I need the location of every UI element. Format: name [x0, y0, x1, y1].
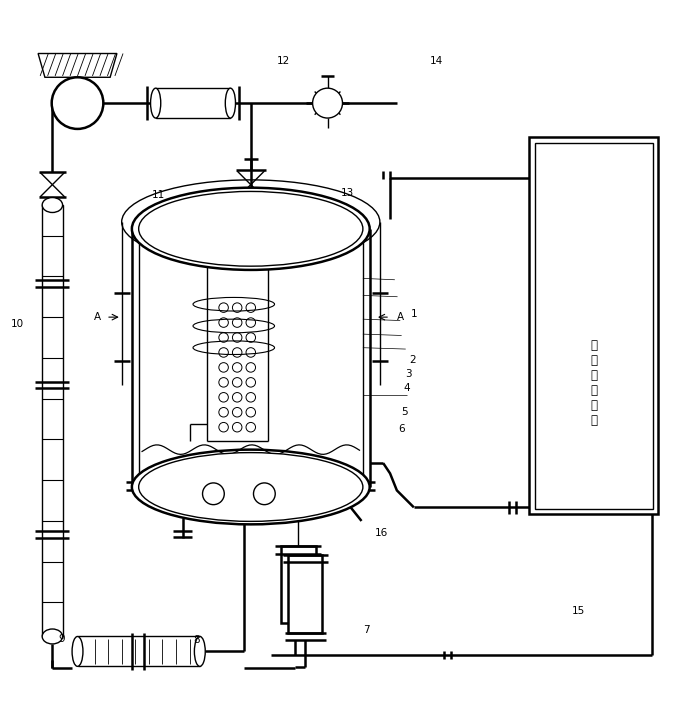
- Ellipse shape: [42, 198, 62, 213]
- Circle shape: [253, 483, 275, 505]
- Text: 4: 4: [403, 384, 410, 393]
- Bar: [530, 137, 658, 514]
- Text: 化
工
分
离
设
备: 化 工 分 离 设 备: [590, 340, 597, 428]
- Circle shape: [219, 318, 228, 328]
- Text: 11: 11: [152, 190, 166, 200]
- Bar: [155, 88, 230, 118]
- Ellipse shape: [225, 88, 236, 118]
- Circle shape: [232, 333, 242, 342]
- Bar: [535, 143, 653, 509]
- Ellipse shape: [72, 637, 83, 666]
- Circle shape: [219, 347, 228, 357]
- Ellipse shape: [122, 180, 380, 264]
- Circle shape: [51, 77, 103, 129]
- Circle shape: [246, 347, 256, 357]
- Circle shape: [232, 408, 242, 417]
- Circle shape: [232, 362, 242, 372]
- Ellipse shape: [151, 88, 161, 118]
- Circle shape: [219, 378, 228, 387]
- Bar: [77, 637, 200, 666]
- Circle shape: [219, 362, 228, 372]
- Text: 1: 1: [410, 308, 417, 319]
- Circle shape: [232, 423, 242, 432]
- Text: 8: 8: [193, 635, 199, 645]
- Bar: [288, 555, 322, 633]
- Text: 15: 15: [572, 606, 586, 616]
- Ellipse shape: [138, 452, 363, 521]
- Circle shape: [246, 408, 256, 417]
- Ellipse shape: [42, 629, 62, 644]
- Text: 13: 13: [341, 188, 354, 198]
- Circle shape: [246, 393, 256, 402]
- Ellipse shape: [132, 188, 370, 270]
- Circle shape: [219, 303, 228, 313]
- Circle shape: [232, 347, 242, 357]
- Circle shape: [246, 318, 256, 328]
- Circle shape: [219, 333, 228, 342]
- Ellipse shape: [138, 191, 363, 266]
- Ellipse shape: [195, 637, 206, 666]
- Circle shape: [232, 318, 242, 328]
- Text: 10: 10: [11, 319, 24, 329]
- Circle shape: [219, 408, 228, 417]
- Text: 3: 3: [405, 369, 412, 379]
- Circle shape: [246, 423, 256, 432]
- Circle shape: [219, 393, 228, 402]
- Circle shape: [246, 303, 256, 313]
- Text: 9: 9: [58, 634, 65, 644]
- Circle shape: [232, 303, 242, 313]
- Ellipse shape: [132, 450, 370, 525]
- Circle shape: [219, 423, 228, 432]
- Polygon shape: [38, 53, 117, 77]
- Circle shape: [246, 378, 256, 387]
- Text: A: A: [397, 312, 404, 322]
- Circle shape: [246, 362, 256, 372]
- Text: 6: 6: [398, 424, 405, 434]
- Bar: [281, 546, 316, 623]
- Text: 7: 7: [363, 625, 369, 635]
- Circle shape: [246, 333, 256, 342]
- Text: 12: 12: [277, 56, 290, 66]
- Bar: [42, 205, 62, 637]
- Text: 14: 14: [429, 56, 443, 66]
- Circle shape: [203, 483, 224, 505]
- Circle shape: [232, 393, 242, 402]
- Text: A: A: [94, 312, 101, 322]
- Circle shape: [312, 88, 342, 118]
- Text: 2: 2: [409, 355, 416, 365]
- Circle shape: [232, 378, 242, 387]
- Text: 16: 16: [375, 527, 388, 537]
- Text: 5: 5: [401, 407, 408, 418]
